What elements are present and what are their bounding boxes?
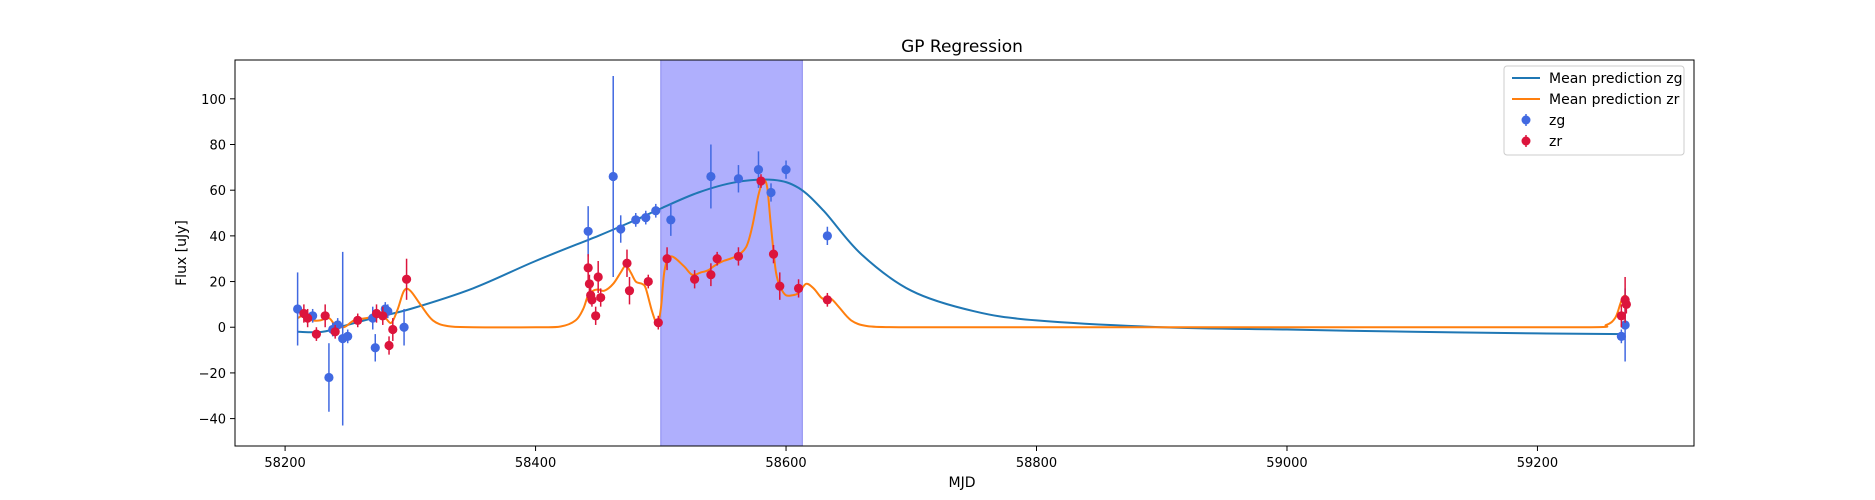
zg-data-point <box>583 226 593 236</box>
zg-data-point <box>651 206 661 216</box>
zr-data-point <box>756 176 766 186</box>
legend-label-line-zg: Mean prediction zg <box>1549 71 1683 87</box>
zg-data-point <box>766 187 776 198</box>
zr-data-point <box>1621 299 1631 309</box>
zr-data-point <box>622 258 632 268</box>
legend-marker-zr <box>1521 135 1531 147</box>
zr-mean-line <box>297 179 1626 329</box>
zg-data-point <box>324 372 334 383</box>
y-tick-label: 100 <box>201 93 226 108</box>
x-tick-label: 58800 <box>1016 456 1057 471</box>
x-tick-label: 59200 <box>1517 456 1558 471</box>
legend: Mean prediction zg Mean prediction zr zg… <box>1503 65 1685 156</box>
zr-data-point <box>793 283 804 294</box>
zr-data-point <box>643 276 653 287</box>
zr-data-point <box>388 324 398 335</box>
zr-data-point <box>584 279 595 289</box>
zr-points-group <box>299 174 1631 355</box>
zg-data-point <box>822 231 832 241</box>
x-tick-label: 58600 <box>765 456 806 471</box>
zg-data-point <box>616 224 626 234</box>
zr-data-point <box>401 274 412 284</box>
zg-data-point <box>631 215 641 225</box>
zr-data-point <box>822 295 832 305</box>
zr-data-point <box>624 286 635 296</box>
zr-data-point <box>662 254 672 264</box>
zr-data-point <box>775 281 785 291</box>
zr-data-point <box>733 251 744 262</box>
zg-data-point <box>1620 320 1630 330</box>
y-axis-ticks: −40 −20 0 20 40 60 80 100 <box>199 93 235 428</box>
zg-points-group <box>293 75 1630 426</box>
legend-label-points-zr: zr <box>1549 134 1562 150</box>
x-tick-label: 58400 <box>515 456 556 471</box>
y-tick-label: 80 <box>209 139 226 154</box>
zr-data-point <box>320 311 330 321</box>
legend-box <box>1503 65 1685 156</box>
zg-data-point <box>666 215 676 225</box>
zg-data-point <box>641 212 651 223</box>
y-tick-label: 40 <box>209 230 226 245</box>
y-tick-label: −40 <box>199 413 226 428</box>
legend-label-line-zr: Mean prediction zr <box>1549 92 1680 108</box>
zr-data-point <box>330 327 340 337</box>
zg-mean-line <box>297 178 1626 336</box>
zg-data-point <box>733 174 744 184</box>
zr-data-point <box>1616 311 1626 321</box>
y-tick-label: 60 <box>209 184 226 199</box>
zg-data-point <box>753 165 764 175</box>
zr-data-point <box>583 263 593 273</box>
chart-title: GP Regression <box>901 37 1023 57</box>
zg-mean-line-group <box>297 178 1626 336</box>
y-axis-label: Flux [uJy] <box>174 220 190 286</box>
zr-data-point <box>653 318 663 328</box>
zr-data-point <box>706 270 716 280</box>
zr-data-point <box>303 313 313 323</box>
plot-frame <box>234 59 1695 447</box>
zr-mean-line-group <box>297 179 1626 329</box>
zr-data-point <box>768 249 779 259</box>
x-axis-ticks: 58200 58400 58600 58800 59000 59200 <box>264 446 1558 471</box>
x-tick-label: 59000 <box>1266 456 1307 471</box>
zr-data-point <box>712 254 722 264</box>
highlight-span <box>660 59 803 447</box>
zg-data-point <box>399 322 409 332</box>
zr-data-point <box>690 274 700 284</box>
y-tick-label: −20 <box>199 367 226 382</box>
zg-data-point <box>608 171 618 182</box>
x-axis-label: MJD <box>949 475 976 491</box>
zr-data-point <box>591 311 601 321</box>
zg-data-point <box>706 171 716 182</box>
zr-data-point <box>311 329 322 339</box>
zr-data-point <box>593 272 603 282</box>
zg-data-point <box>1616 331 1626 341</box>
zg-data-point <box>370 343 380 353</box>
zr-data-point <box>596 292 606 303</box>
y-tick-label: 0 <box>218 321 226 336</box>
legend-marker-zg <box>1521 114 1531 126</box>
zr-data-point <box>353 315 363 325</box>
zg-data-point <box>781 165 791 175</box>
zr-data-point <box>587 295 597 305</box>
zr-data-point <box>378 311 388 321</box>
x-tick-label: 58200 <box>264 456 305 471</box>
zg-data-point <box>343 331 353 341</box>
y-tick-label: 20 <box>209 276 226 291</box>
zr-data-point <box>384 340 394 351</box>
legend-label-points-zg: zg <box>1549 113 1565 129</box>
